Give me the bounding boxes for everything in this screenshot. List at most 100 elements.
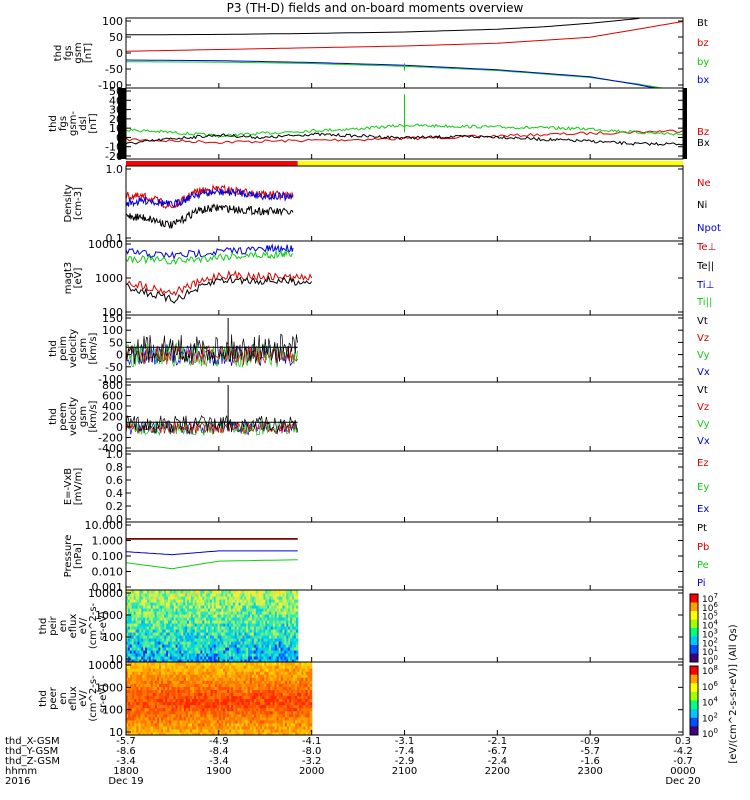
heatmap-cell <box>208 593 211 597</box>
heatmap-cell <box>291 686 294 690</box>
heatmap-cell <box>272 659 276 663</box>
heatmap-cell <box>138 731 142 736</box>
heatmap-cell <box>280 698 284 703</box>
heatmap-cell <box>301 713 305 718</box>
heatmap-cell <box>154 716 158 721</box>
heatmap-cell <box>211 620 215 624</box>
heatmap-cell <box>265 659 268 663</box>
heatmap-cell <box>249 710 253 715</box>
heatmap-cell <box>239 701 243 706</box>
heatmap-cell <box>130 731 133 736</box>
heatmap-cell <box>227 608 230 612</box>
heatmap-cell <box>245 683 249 687</box>
heatmap-cell <box>272 695 276 700</box>
heatmap-cell <box>272 635 276 639</box>
heatmap-cell <box>213 647 217 651</box>
heatmap-cell <box>162 638 165 642</box>
series-line <box>125 187 294 209</box>
heatmap-cell <box>295 722 298 727</box>
heatmap-cell <box>181 701 185 706</box>
heatmap-cell <box>305 677 309 681</box>
heatmap-cell <box>198 689 201 694</box>
ytick-label: 1.0 <box>106 448 124 461</box>
heatmap-cell <box>181 635 184 639</box>
heatmap-cell <box>194 695 197 700</box>
heatmap-cell <box>225 617 228 621</box>
heatmap-cell <box>158 608 161 612</box>
heatmap-cell <box>141 608 144 612</box>
heatmap-cell <box>212 662 216 666</box>
heatmap-cell <box>307 719 311 724</box>
heatmap-cell <box>264 665 267 669</box>
heatmap-cell <box>243 728 247 733</box>
heatmap-cell <box>192 728 195 733</box>
heatmap-cell <box>209 632 213 636</box>
heatmap-cell <box>255 674 259 678</box>
heatmap-cell <box>234 614 238 618</box>
heatmap-cell <box>208 629 211 633</box>
heatmap-cell <box>211 602 215 606</box>
ylabel: thd peer en eflux eV/(cm^2-s-sr-eV) <box>38 675 109 722</box>
heatmap-cell <box>232 647 236 651</box>
heatmap-cell <box>225 614 228 618</box>
heatmap-cell <box>259 620 263 624</box>
heatmap-cell <box>150 599 154 603</box>
heatmap-cell <box>293 722 296 727</box>
heatmap-cell <box>293 692 296 697</box>
heatmap-cell <box>164 599 167 603</box>
heatmap-cell <box>196 629 200 633</box>
heatmap-cell <box>154 644 158 648</box>
heatmap-cell <box>297 698 300 703</box>
heatmap-cell <box>263 638 266 642</box>
heatmap-cell <box>293 698 296 703</box>
heatmap-cell <box>200 692 203 697</box>
heatmap-cell <box>192 722 195 727</box>
heatmap-cell <box>148 707 152 712</box>
heatmap-cell <box>270 662 274 666</box>
heatmap-cell <box>159 683 162 687</box>
heatmap-cell <box>220 701 224 706</box>
heatmap-cell <box>276 593 280 597</box>
heatmap-cell <box>143 656 146 660</box>
heatmap-cell <box>284 716 288 721</box>
heatmap-cell <box>165 695 168 700</box>
heatmap-cell <box>280 629 284 633</box>
heatmap-cell <box>154 593 158 597</box>
heatmap-cell <box>190 638 194 642</box>
heatmap-cell <box>204 614 207 618</box>
heatmap-cell <box>194 722 197 727</box>
heatmap-cell <box>161 713 164 718</box>
legend-Bz: Bz <box>697 127 709 138</box>
heatmap-cell <box>295 632 299 636</box>
heatmap-cell <box>248 659 251 663</box>
heatmap-cell <box>227 623 230 627</box>
heatmap-cell <box>246 626 249 630</box>
heatmap-cell <box>135 599 139 603</box>
heatmap-cell <box>245 728 249 733</box>
heatmap-cell <box>175 671 179 675</box>
heatmap-cell <box>261 632 264 636</box>
heatmap-cell <box>288 713 292 718</box>
heatmap-cell <box>206 659 209 663</box>
heatmap-cell <box>183 626 186 630</box>
heatmap-cell <box>140 680 144 684</box>
heatmap-cell <box>245 692 249 697</box>
heatmap-cell <box>175 716 179 721</box>
heatmap-cell <box>272 719 276 724</box>
heatmap-cell <box>242 632 245 636</box>
heatmap-cell <box>204 644 207 648</box>
heatmap-cell <box>262 695 265 700</box>
heatmap-cell <box>183 632 186 636</box>
heatmap-cell <box>261 602 264 606</box>
heatmap-cell <box>171 632 175 636</box>
heatmap-cell <box>210 707 214 712</box>
heatmap-cell <box>198 617 202 621</box>
heatmap-cell <box>290 647 293 651</box>
heatmap-cell <box>200 596 203 600</box>
heatmap-cell <box>253 725 257 730</box>
heatmap-cell <box>148 611 152 615</box>
heatmap-cell <box>222 710 226 715</box>
heatmap-cell <box>222 716 226 721</box>
heatmap-cell <box>274 617 278 621</box>
